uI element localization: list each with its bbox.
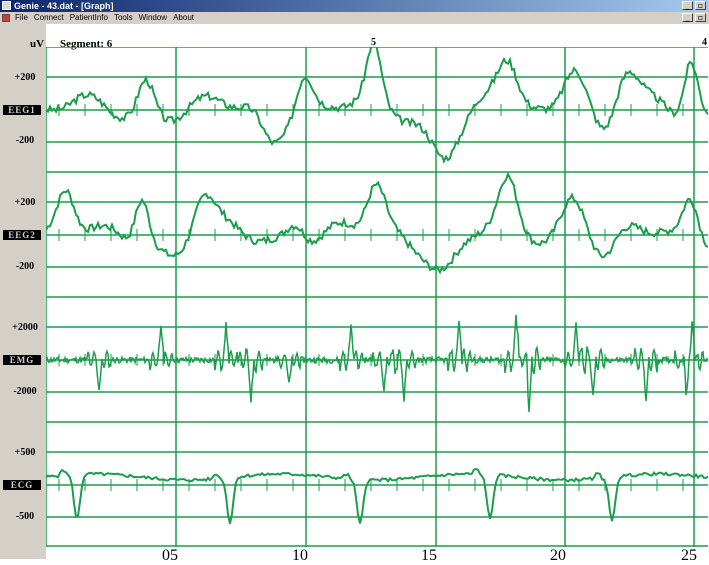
title-bar: Genie - 43.dat - [Graph] _ ▫ [0, 0, 709, 12]
eeg1-lower-label: -200 [15, 135, 35, 146]
mdi-minimize-button[interactable]: _ [682, 13, 693, 22]
window-controls: _ ▫ [682, 1, 706, 10]
signal-plot-area[interactable] [46, 47, 708, 547]
ecg-channel-label[interactable]: ECG [3, 480, 41, 490]
emg-lower-label: -2000 [13, 386, 37, 397]
x-tick-label: 10 [292, 547, 308, 564]
x-tick-label: 15 [421, 547, 437, 564]
menu-tools[interactable]: Tools [113, 13, 133, 22]
eeg2-trace [46, 171, 708, 275]
menu-about[interactable]: About [173, 13, 194, 22]
menu-bar: File Connect PatientInfo Tools Window Ab… [0, 12, 709, 24]
emg-trace [46, 314, 708, 412]
segment-marker-end: 4 [702, 37, 707, 48]
restore-button[interactable]: ▫ [695, 1, 706, 10]
menu-patientinfo[interactable]: PatientInfo [69, 13, 108, 22]
x-tick-label: 20 [550, 547, 566, 564]
eeg1-trace [46, 47, 708, 164]
ecg-lower-label: -500 [15, 511, 35, 522]
unit-label: uV [30, 38, 45, 50]
segment-marker: 5 [371, 37, 376, 48]
eeg1-channel-label[interactable]: EEG1 [3, 105, 41, 115]
plot-grid [46, 47, 708, 547]
mdi-controls: _ ▫ [682, 13, 706, 22]
menu-connect[interactable]: Connect [33, 13, 64, 22]
document-icon[interactable] [2, 14, 10, 22]
x-tick-label: 25 [681, 547, 697, 564]
app-icon [2, 1, 11, 10]
eeg2-channel-label[interactable]: EEG2 [3, 230, 41, 240]
emg-upper-label: +2000 [12, 322, 38, 333]
x-tick-label: 05 [162, 547, 178, 564]
menu-file[interactable]: File [15, 13, 28, 22]
menu-window[interactable]: Window [138, 13, 168, 22]
eeg2-lower-label: -200 [15, 261, 35, 272]
eeg2-upper-label: +200 [14, 197, 36, 208]
ecg-upper-label: +500 [14, 447, 36, 458]
eeg1-upper-label: +200 [14, 72, 36, 83]
window-title: Genie - 43.dat - [Graph] [14, 1, 114, 11]
emg-channel-label[interactable]: EMG [3, 355, 41, 365]
minimize-button[interactable]: _ [682, 1, 693, 10]
mdi-restore-button[interactable]: ▫ [695, 13, 706, 22]
ecg-trace [46, 467, 708, 524]
